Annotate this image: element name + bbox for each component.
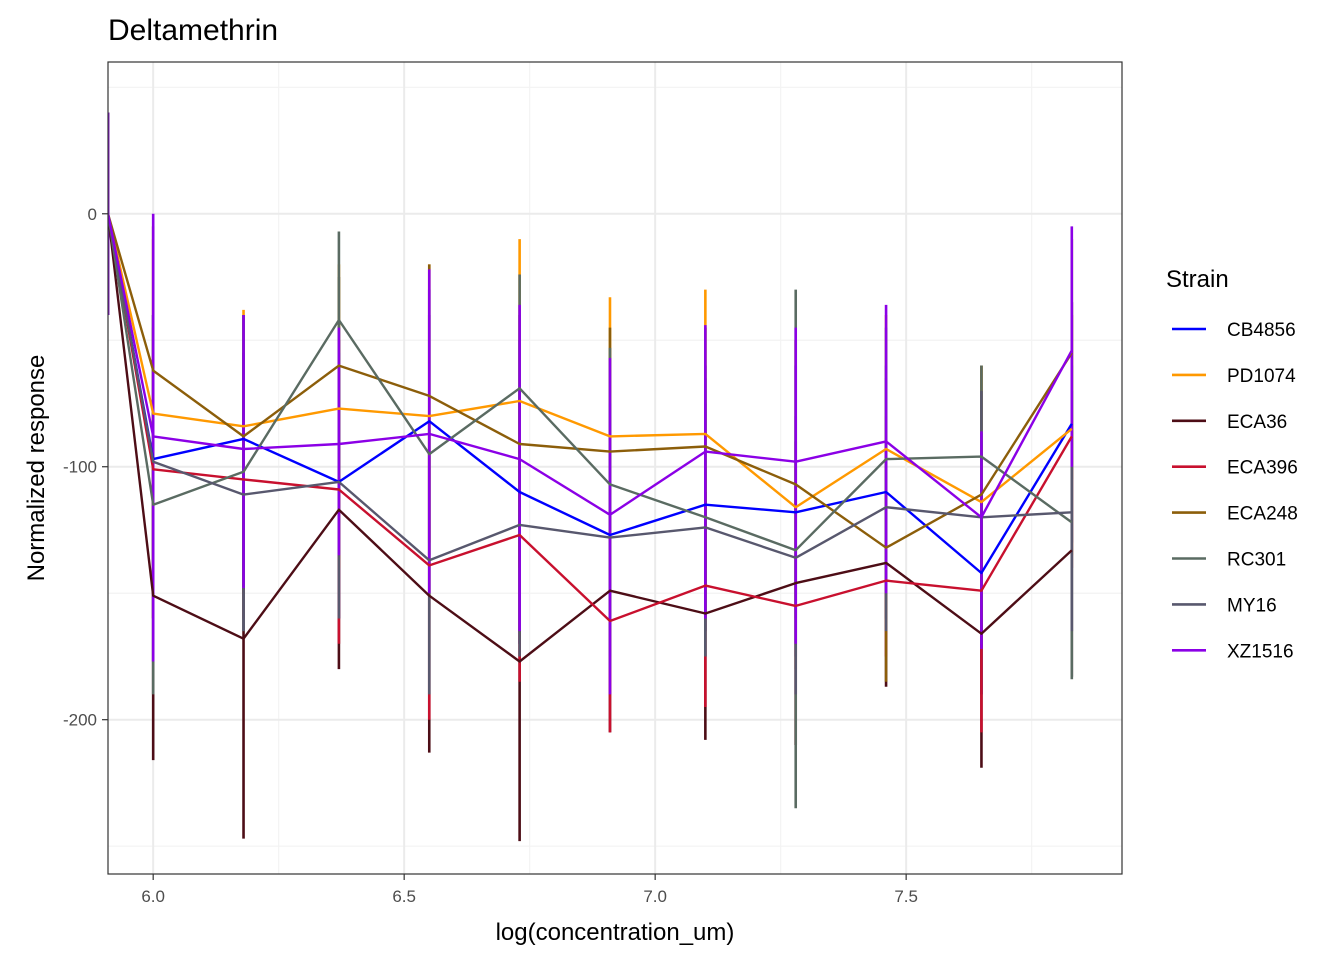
x-axis-title: log(concentration_um) bbox=[496, 919, 735, 946]
legend-label-my16: MY16 bbox=[1227, 595, 1277, 616]
series-line-xz1516 bbox=[108, 213, 1073, 519]
series-line-rc301 bbox=[108, 213, 1073, 552]
legend-label-xz1516: XZ1516 bbox=[1227, 641, 1294, 662]
x-tick-label: 7.5 bbox=[894, 887, 918, 906]
legend-title: Strain bbox=[1166, 266, 1229, 293]
y-axis-ticks: 0 -100 -200 bbox=[63, 205, 108, 730]
x-tick-label: 6.0 bbox=[141, 887, 165, 906]
chart-title: Deltamethrin bbox=[108, 14, 278, 47]
legend-label-eca36: ECA36 bbox=[1227, 412, 1287, 433]
legend-label-eca396: ECA396 bbox=[1227, 458, 1298, 479]
legend: Strain CB4856 PD1074 ECA36 ECA396 ECA248 RC30… bbox=[1166, 266, 1298, 662]
y-tick-label: 0 bbox=[88, 205, 97, 224]
grid bbox=[108, 62, 1122, 874]
series-line-cb4856 bbox=[108, 213, 1073, 575]
panel-border bbox=[107, 61, 1123, 875]
series-line-eca36 bbox=[108, 213, 1073, 663]
legend-label-rc301: RC301 bbox=[1227, 550, 1286, 571]
x-axis-ticks: 6.0 6.5 7.0 7.5 bbox=[141, 874, 918, 906]
x-tick-label: 7.0 bbox=[643, 887, 667, 906]
series-lines bbox=[108, 213, 1073, 663]
legend-label-cb4856: CB4856 bbox=[1227, 320, 1296, 341]
x-tick-label: 6.5 bbox=[392, 887, 416, 906]
y-axis-title: Normalized response bbox=[23, 355, 50, 582]
series-line-eca396 bbox=[108, 213, 1073, 623]
y-tick-label: -200 bbox=[63, 711, 97, 730]
legend-label-pd1074: PD1074 bbox=[1227, 366, 1296, 387]
legend-label-eca248: ECA248 bbox=[1227, 504, 1298, 525]
error-bars bbox=[108, 112, 1074, 842]
series-line-my16 bbox=[108, 213, 1072, 562]
series-line-eca248 bbox=[108, 213, 1073, 549]
y-tick-label: -100 bbox=[63, 458, 97, 477]
